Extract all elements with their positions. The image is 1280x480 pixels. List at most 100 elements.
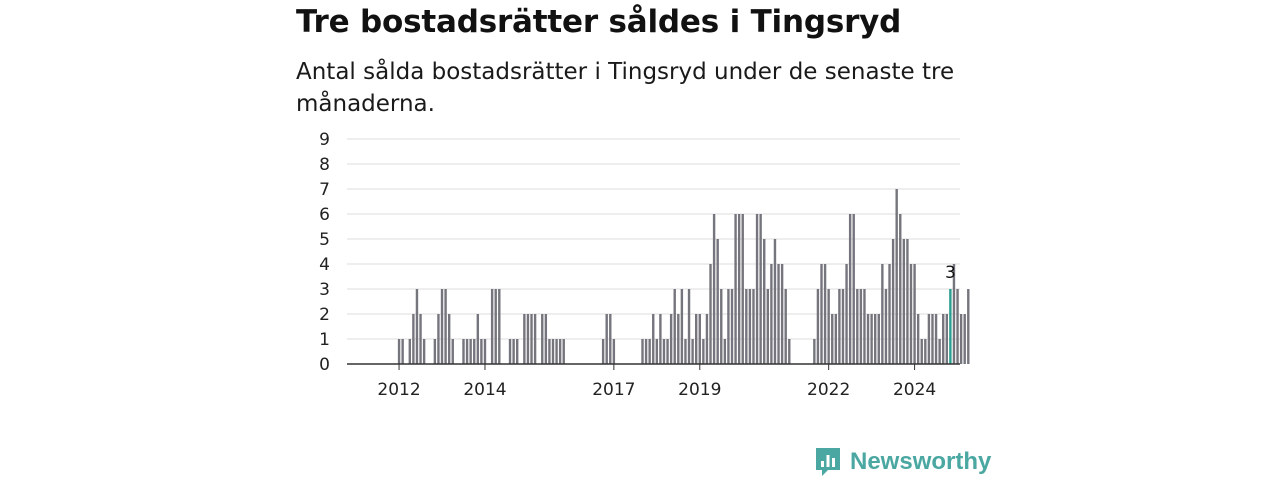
bar bbox=[698, 314, 701, 364]
y-tick-label: 7 bbox=[319, 180, 330, 200]
bar bbox=[766, 289, 769, 364]
bar bbox=[906, 239, 909, 364]
bar bbox=[512, 339, 515, 364]
bar bbox=[465, 339, 469, 364]
bar bbox=[848, 214, 852, 364]
bar bbox=[924, 339, 927, 364]
x-tick-label: 2014 bbox=[463, 380, 506, 400]
bar bbox=[716, 239, 719, 364]
bar bbox=[956, 289, 959, 364]
bar bbox=[673, 289, 676, 364]
bar bbox=[770, 264, 773, 364]
bar bbox=[433, 339, 437, 364]
bar bbox=[462, 339, 465, 364]
bar bbox=[401, 339, 404, 364]
bar bbox=[727, 289, 730, 364]
bar bbox=[737, 214, 741, 364]
bar bbox=[859, 289, 863, 364]
bar bbox=[648, 339, 651, 364]
bar bbox=[680, 289, 684, 364]
bar bbox=[856, 289, 859, 364]
bar bbox=[473, 339, 476, 364]
y-tick-label: 0 bbox=[319, 355, 330, 375]
bar bbox=[508, 339, 512, 364]
bar bbox=[895, 189, 898, 364]
bar bbox=[870, 314, 873, 364]
bar bbox=[823, 264, 827, 364]
y-tick-label: 2 bbox=[319, 305, 330, 325]
bar bbox=[945, 314, 948, 364]
bar bbox=[551, 339, 555, 364]
x-tick-label: 2012 bbox=[377, 380, 420, 400]
bar bbox=[444, 289, 447, 364]
bar bbox=[548, 339, 551, 364]
bar bbox=[902, 239, 906, 364]
bar bbox=[967, 289, 970, 364]
y-tick-label: 3 bbox=[319, 280, 330, 300]
bar bbox=[784, 289, 787, 364]
bar bbox=[644, 339, 648, 364]
bar bbox=[558, 339, 562, 364]
bar bbox=[723, 339, 727, 364]
bar bbox=[813, 339, 816, 364]
bar bbox=[745, 289, 748, 364]
bar bbox=[494, 289, 497, 364]
bar bbox=[530, 314, 533, 364]
bar bbox=[526, 314, 530, 364]
bar bbox=[852, 214, 855, 364]
axes: 0 1 2 3 4 5 6 7 8 9 2012 2014 2017 2019 2022 2024 3 bbox=[319, 130, 960, 400]
bar bbox=[959, 314, 963, 364]
bar bbox=[709, 264, 712, 364]
bar bbox=[605, 314, 608, 364]
bar bbox=[920, 339, 923, 364]
y-tick-label: 9 bbox=[319, 130, 330, 150]
bar bbox=[730, 289, 734, 364]
x-tick-label: 2022 bbox=[807, 380, 850, 400]
bar bbox=[877, 314, 880, 364]
bar bbox=[888, 264, 891, 364]
logo-text: Newsworthy bbox=[850, 448, 992, 475]
bar bbox=[684, 339, 687, 364]
bar bbox=[655, 339, 659, 364]
bar bbox=[780, 264, 784, 364]
bar bbox=[741, 214, 744, 364]
newsworthy-chart-icon bbox=[816, 448, 840, 476]
bar bbox=[834, 314, 838, 364]
y-tick-label: 6 bbox=[319, 205, 330, 225]
bar-highlight bbox=[949, 289, 952, 364]
bar bbox=[820, 264, 823, 364]
bar bbox=[612, 339, 616, 364]
bar bbox=[788, 339, 791, 364]
bar bbox=[863, 289, 866, 364]
bar bbox=[659, 314, 662, 364]
bar bbox=[752, 289, 755, 364]
bar bbox=[712, 214, 716, 364]
bar bbox=[816, 289, 820, 364]
highlight-value-label: 3 bbox=[945, 263, 956, 283]
bar bbox=[687, 289, 691, 364]
bar bbox=[666, 339, 669, 364]
bar bbox=[451, 339, 454, 364]
bar bbox=[498, 289, 501, 364]
bar bbox=[419, 314, 422, 364]
bar bbox=[669, 314, 673, 364]
bar bbox=[422, 339, 426, 364]
bar bbox=[523, 314, 526, 364]
y-tick-label: 8 bbox=[319, 155, 330, 175]
bar bbox=[544, 314, 548, 364]
bar bbox=[397, 339, 401, 364]
bar bbox=[763, 239, 766, 364]
bar bbox=[777, 264, 780, 364]
y-tick-label: 4 bbox=[319, 255, 330, 275]
bar bbox=[691, 339, 694, 364]
bar bbox=[909, 264, 913, 364]
bar bbox=[652, 314, 655, 364]
bar bbox=[755, 214, 759, 364]
bar bbox=[702, 339, 705, 364]
bar bbox=[720, 289, 723, 364]
y-tick-label: 5 bbox=[319, 230, 330, 250]
page-title: Tre bostadsrätter såldes i Tingsryd bbox=[296, 4, 902, 40]
bar bbox=[881, 264, 884, 364]
bar bbox=[562, 339, 565, 364]
bar bbox=[415, 289, 419, 364]
